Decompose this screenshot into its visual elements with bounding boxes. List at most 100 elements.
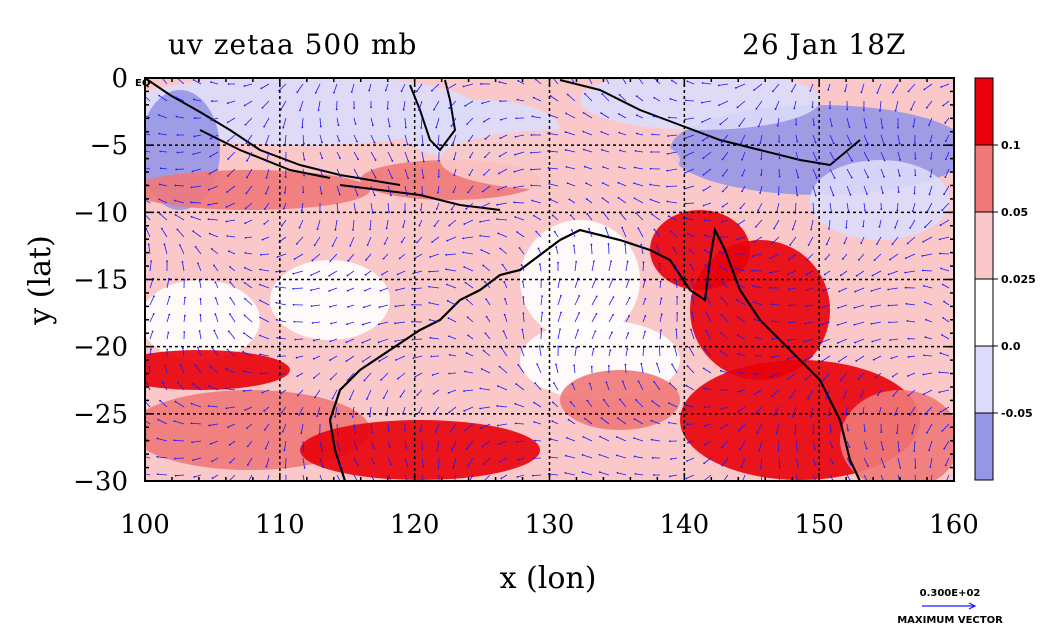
- wind-vector-head: [564, 149, 567, 151]
- wind-vector-head: [787, 377, 790, 380]
- wind-vector-head: [829, 107, 831, 110]
- wind-vector: [429, 319, 440, 323]
- wind-vector-head: [445, 283, 448, 286]
- wind-vector-head: [352, 228, 354, 231]
- wind-vector-head: [570, 229, 573, 232]
- wind-vector: [706, 296, 712, 306]
- wind-vector-head: [190, 186, 193, 189]
- wind-vector: [861, 83, 865, 93]
- wind-vector: [387, 423, 390, 432]
- wind-vector: [910, 100, 916, 110]
- wind-vector: [370, 474, 375, 481]
- wind-vector: [244, 298, 253, 306]
- wind-vector-head: [930, 157, 932, 160]
- wind-vector-head: [465, 447, 468, 450]
- wind-vector: [469, 474, 474, 481]
- wind-vector-head: [516, 231, 519, 233]
- wind-vector: [642, 347, 645, 357]
- wind-vector: [174, 200, 185, 204]
- wind-vector: [210, 117, 219, 121]
- x-tick-label: 130: [525, 510, 575, 540]
- wind-vector-head: [753, 89, 755, 91]
- wind-vector-head: [227, 330, 230, 333]
- wind-vector-head: [387, 430, 390, 433]
- wind-vector-head: [616, 417, 619, 420]
- wind-vector-head: [907, 375, 909, 377]
- wind-vector: [738, 117, 746, 127]
- wind-vector: [620, 150, 627, 153]
- wind-vector: [552, 420, 559, 425]
- wind-vector-head: [483, 120, 485, 123]
- wind-vector: [616, 454, 627, 459]
- wind-vector: [930, 134, 933, 142]
- wind-vector-head: [847, 429, 849, 432]
- wind-vector: [829, 440, 833, 448]
- wind-vector: [875, 372, 882, 379]
- wind-vector: [829, 185, 834, 196]
- wind-vector: [634, 456, 644, 459]
- wind-vector-head: [152, 313, 155, 315]
- wind-vector-head: [226, 175, 229, 177]
- wind-vector: [720, 370, 729, 374]
- wind-vector-head: [592, 347, 595, 350]
- wind-vector-head: [161, 381, 164, 384]
- wind-vector-head: [292, 287, 295, 290]
- wind-vector: [846, 134, 852, 145]
- wind-vector-head: [296, 91, 299, 94]
- wind-vector-head: [207, 405, 210, 407]
- wind-vector-head: [582, 148, 585, 151]
- wind-vector-head: [575, 260, 578, 263]
- wind-vector: [844, 236, 848, 244]
- wind-vector: [449, 354, 457, 357]
- wind-vector: [634, 418, 644, 425]
- wind-vector-head: [610, 260, 612, 263]
- wind-vector-head: [194, 245, 197, 248]
- wind-vector: [403, 100, 406, 110]
- wind-vector: [856, 270, 865, 277]
- wind-vector: [675, 280, 678, 289]
- wind-vector-head: [907, 356, 910, 358]
- wind-vector-head: [845, 226, 848, 229]
- wind-vector: [854, 304, 865, 309]
- wind-vector: [741, 151, 746, 160]
- wind-vector-head: [276, 256, 279, 258]
- wind-vector-head: [702, 189, 705, 192]
- wind-vector-head: [771, 395, 773, 398]
- wind-vector: [922, 270, 933, 272]
- wind-vector-head: [484, 138, 487, 140]
- wind-vector-head: [300, 209, 303, 212]
- wind-vector: [735, 83, 746, 89]
- wind-vector: [821, 321, 831, 325]
- wind-vector-head: [453, 174, 456, 177]
- wind-vector-head: [862, 109, 865, 112]
- wind-vector: [806, 253, 814, 261]
- wind-vector-head: [812, 432, 815, 434]
- wind-vector: [914, 474, 916, 481]
- wind-vector: [837, 321, 848, 326]
- wind-vector: [608, 296, 614, 306]
- wind-vector-head: [642, 261, 645, 264]
- wind-vector: [482, 440, 491, 447]
- wind-vector: [313, 338, 321, 341]
- wind-vector: [568, 419, 576, 425]
- wind-vector: [625, 348, 628, 357]
- wind-vector-head: [174, 214, 177, 216]
- wind-vector-head: [402, 226, 404, 228]
- wind-vector: [943, 301, 950, 306]
- wind-vector-head: [167, 331, 170, 334]
- wind-vector: [246, 151, 253, 161]
- wind-vector: [149, 349, 152, 357]
- wind-vector: [179, 244, 185, 255]
- wind-vector-head: [321, 174, 324, 177]
- wind-vector: [517, 457, 525, 461]
- wind-vector: [823, 372, 831, 381]
- wind-vector-head: [871, 274, 874, 277]
- wind-vector-head: [142, 166, 144, 168]
- wind-vector: [517, 474, 525, 478]
- wind-vector-head: [229, 313, 231, 316]
- wind-vector-head: [321, 141, 323, 144]
- wind-vector: [703, 202, 712, 206]
- wind-vector-head: [141, 418, 143, 420]
- wind-vector-head: [515, 117, 518, 120]
- x-tick-label: 160: [929, 510, 979, 540]
